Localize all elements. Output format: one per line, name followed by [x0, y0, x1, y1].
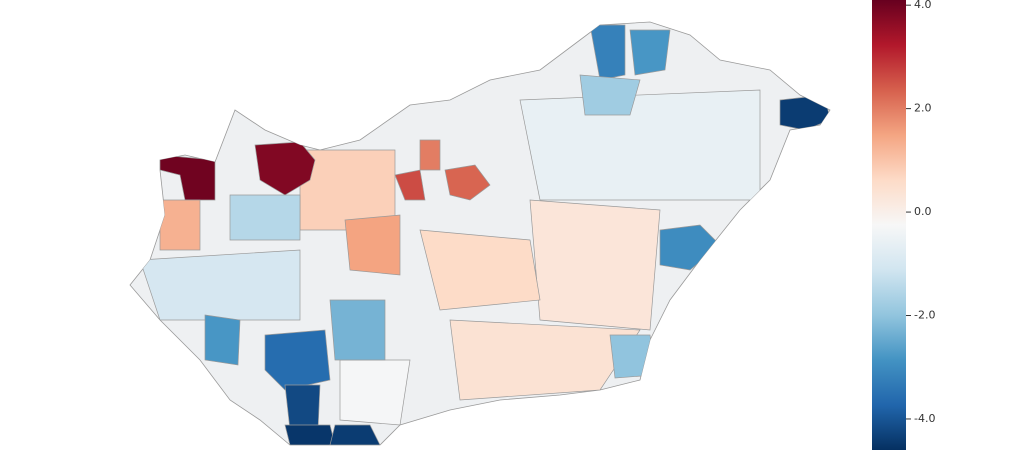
- colorbar-tick-label: 2.0: [914, 102, 932, 115]
- region: [589, 24, 626, 81]
- region: [449, 319, 641, 401]
- region: [519, 89, 761, 201]
- region: [229, 194, 301, 241]
- region: [629, 29, 671, 76]
- region: [329, 424, 381, 445]
- region: [329, 299, 386, 361]
- colorbar-axis: 4.0 2.0 0.0 -2.0 -4.0: [906, 0, 935, 425]
- colorbar-tick-label: 4.0: [914, 0, 932, 11]
- region: [609, 334, 656, 379]
- region: [344, 214, 401, 276]
- colorbar-tick-label: -4.0: [914, 412, 935, 425]
- region: [779, 94, 830, 131]
- region: [339, 359, 411, 426]
- colorbar-tick-label: -2.0: [914, 309, 935, 322]
- regions: [139, 24, 830, 445]
- region: [284, 424, 336, 445]
- region: [204, 314, 241, 366]
- region: [139, 249, 301, 321]
- region: [159, 199, 201, 251]
- region: [444, 164, 491, 201]
- region: [284, 384, 321, 431]
- colorbar-tick-label: 0.0: [914, 205, 932, 218]
- region: [579, 74, 641, 116]
- region: [529, 199, 661, 331]
- region: [394, 169, 426, 201]
- region: [419, 229, 541, 311]
- colorbar: [872, 0, 906, 450]
- region: [419, 139, 441, 171]
